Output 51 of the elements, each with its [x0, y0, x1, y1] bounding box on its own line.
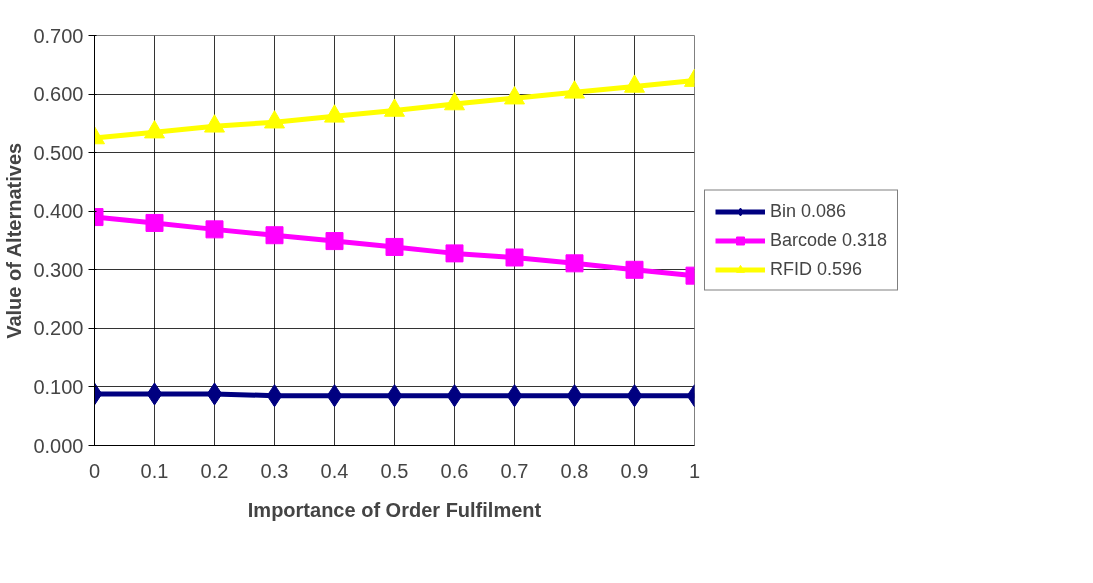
x-axis-title: Importance of Order Fulfilment: [247, 498, 542, 521]
x-tick-label: 0.9: [620, 459, 649, 482]
legend-label: RFID 0.596: [770, 258, 863, 280]
x-tick-label: 0.7: [500, 459, 529, 482]
point: [326, 384, 343, 408]
y-tick-label: 0.200: [33, 317, 84, 340]
point: [564, 80, 585, 99]
point: [386, 384, 403, 408]
point: [385, 237, 404, 256]
point: [566, 384, 583, 408]
point: [504, 86, 525, 105]
x-tick-label: 0.3: [260, 459, 289, 482]
legend-label: Barcode 0.318: [770, 229, 888, 251]
point: [446, 384, 463, 408]
y-tick-label: 0.100: [33, 375, 84, 398]
legend-label: Bin 0.086: [770, 200, 847, 222]
point: [445, 244, 464, 263]
point: [144, 120, 165, 139]
x-tick-label: 0.2: [200, 459, 229, 482]
point: [324, 104, 345, 123]
y-tick-label: 0.700: [33, 24, 84, 47]
point: [505, 248, 524, 267]
point: [565, 254, 584, 273]
x-tick-label: 0: [88, 459, 101, 482]
point: [264, 110, 285, 129]
x-tick-label: 0.4: [320, 459, 349, 482]
point: [204, 114, 225, 133]
point: [266, 384, 283, 408]
y-tick-label: 0.500: [33, 141, 84, 164]
point: [444, 91, 465, 111]
point: [624, 74, 645, 93]
point: [506, 384, 523, 408]
point: [206, 382, 223, 406]
point: [265, 226, 284, 245]
x-tick-label: 0.6: [440, 459, 469, 482]
y-tick-label: 0.300: [33, 258, 84, 281]
point: [146, 382, 163, 406]
point: [145, 213, 164, 232]
x-tick-label: 0.1: [140, 459, 169, 482]
y-tick-label: 0.400: [33, 200, 84, 223]
point: [325, 232, 344, 251]
point: [205, 220, 224, 239]
y-axis-title: Value of Alternatives: [3, 142, 26, 339]
x-tick-label: 1: [688, 459, 701, 482]
point: [626, 384, 643, 408]
y-tick-label: 0.000: [33, 434, 84, 457]
y-tick-label: 0.600: [33, 83, 84, 106]
x-tick-label: 0.5: [380, 459, 409, 482]
point: [625, 260, 644, 279]
point: [384, 98, 405, 117]
x-tick-label: 0.8: [560, 459, 589, 482]
